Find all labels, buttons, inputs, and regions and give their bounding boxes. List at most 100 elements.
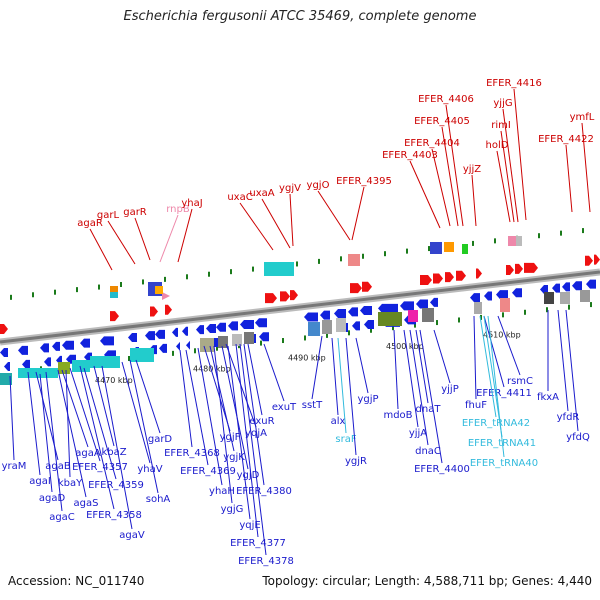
gene-label: rnpB <box>166 204 190 215</box>
reverse-gene-arrow <box>172 327 178 337</box>
gene-label: EFER_4395 <box>336 176 392 187</box>
gene-label: ygjG <box>221 504 244 515</box>
gene-leader-line <box>355 337 369 394</box>
gene-leader-line <box>129 359 159 494</box>
backbone-line <box>0 270 600 344</box>
reverse-gene-arrow <box>128 333 137 343</box>
reverse-gene-arrow <box>216 322 226 332</box>
grid-tick <box>172 350 174 356</box>
reverse-gene-arrow <box>416 299 428 309</box>
gene-leader-line <box>243 343 265 486</box>
grid-tick <box>10 294 12 300</box>
gene-label: yfdR <box>557 412 580 423</box>
reverse-gene-arrow <box>552 283 560 293</box>
gene-label: ygjP <box>357 394 378 405</box>
scale-label: 4500 kbp <box>386 342 424 351</box>
gene-leader-line <box>239 202 274 251</box>
gene-leader-line <box>101 365 133 530</box>
gene-leader-line <box>227 345 251 520</box>
gene-label: EFER_4406 <box>418 94 474 105</box>
gene-label: kbaZ <box>101 447 126 458</box>
reverse-gene-arrow <box>22 359 30 369</box>
grid-tick <box>472 240 474 246</box>
gene-leader-line <box>565 144 573 213</box>
gene-leader-line <box>135 359 161 434</box>
gene-leader-line <box>479 315 497 418</box>
gene-label: yraM <box>2 461 27 472</box>
gene-label: EFER_4357 <box>72 462 128 473</box>
forward-gene-arrow <box>0 324 8 334</box>
gene-label: EFER_4403 <box>382 150 438 161</box>
scale-label: 4490 kbp <box>288 353 326 362</box>
gene-label: garD <box>148 434 173 445</box>
feature-block <box>18 368 58 378</box>
forward-gene-arrow <box>350 283 362 294</box>
grid-tick <box>32 292 34 298</box>
feature-block <box>544 292 554 304</box>
feature-block <box>580 290 590 302</box>
gene-label: agaA <box>75 448 101 459</box>
grid-tick <box>480 314 482 320</box>
feature-block <box>72 360 90 372</box>
gene-label: exuT <box>272 402 297 413</box>
reverse-gene-arrow <box>400 301 414 311</box>
forward-gene-arrow <box>280 291 290 302</box>
feature-block <box>322 320 332 334</box>
gene-label: EFER_tRNA42 <box>462 418 530 429</box>
forward-gene-arrow <box>290 290 298 301</box>
gene-label: EFER_4411 <box>476 388 532 399</box>
grid-tick <box>260 340 262 346</box>
gene-label: uxaA <box>249 188 274 199</box>
gene-leader-line <box>239 343 267 556</box>
forward-gene-arrow <box>524 262 538 273</box>
gene-leader-line <box>235 343 259 538</box>
grid-tick <box>524 309 526 315</box>
forward-gene-arrow <box>515 263 523 274</box>
grid-tick <box>406 248 408 254</box>
feature-block <box>422 308 434 322</box>
gene-leader-line <box>107 220 136 265</box>
gene-label: exuR <box>249 416 274 427</box>
gene-label: EFER_4359 <box>88 480 144 491</box>
gene-leader-line <box>345 337 357 456</box>
gene-leader-line <box>483 315 505 388</box>
scale-label: 4480 kbp <box>193 364 231 373</box>
gene-leader-line <box>27 371 41 476</box>
grid-tick <box>568 304 570 310</box>
gene-label: sraF <box>335 434 356 445</box>
gene-label: EFER_4368 <box>164 448 220 459</box>
gene-label: sstT <box>302 400 323 411</box>
gene-label: EFER_4422 <box>538 134 594 145</box>
reverse-gene-arrow <box>52 341 60 351</box>
gene-leader-line <box>351 186 365 241</box>
reverse-gene-arrow <box>80 338 90 348</box>
grid-tick <box>348 330 350 336</box>
gene-label: yjjA <box>409 428 427 439</box>
grid-tick <box>436 320 438 326</box>
gene-label: yhaH <box>209 486 235 497</box>
gene-leader-line <box>121 361 151 464</box>
feature-block <box>508 236 516 246</box>
gene-label: EFER_4400 <box>414 464 470 475</box>
gene-label: fkxA <box>537 392 559 403</box>
reverse-gene-arrow <box>186 340 190 350</box>
forward-gene-arrow <box>265 293 277 304</box>
gene-label: rimI <box>491 120 511 131</box>
gene-leader-line <box>45 371 63 512</box>
gene-label: ygjK <box>223 452 245 463</box>
feature-block <box>0 373 12 385</box>
grid-tick <box>304 335 306 341</box>
gene-label: yfdQ <box>566 432 590 443</box>
forward-gene-arrow <box>594 254 600 265</box>
reverse-gene-arrow <box>512 288 522 298</box>
forward-gene-arrow <box>110 311 119 322</box>
gene-leader-line <box>415 329 429 404</box>
gene-label: yqjE <box>239 520 260 531</box>
grid-tick <box>392 325 394 331</box>
gene-leader-line <box>39 373 53 493</box>
gene-leader-line <box>557 309 569 412</box>
reverse-gene-arrow <box>196 325 204 335</box>
forward-gene-arrow <box>433 273 443 284</box>
feature-block <box>130 348 154 362</box>
gene-label: EFER_4369 <box>180 466 236 477</box>
